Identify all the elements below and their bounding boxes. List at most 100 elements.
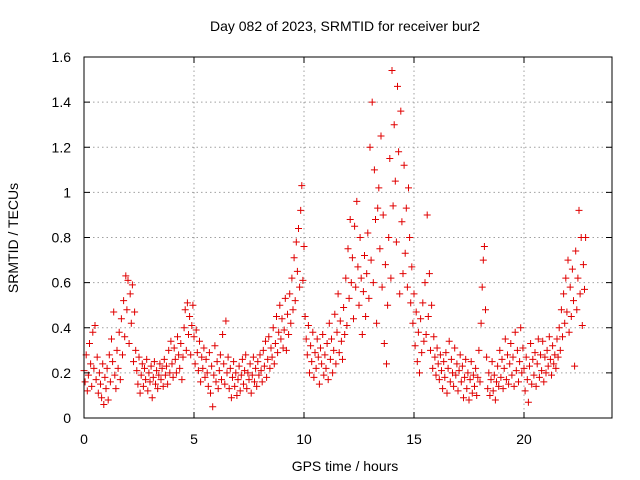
data-point — [304, 321, 312, 329]
data-point — [398, 218, 406, 226]
data-point — [330, 346, 338, 354]
data-point — [446, 378, 454, 386]
x-axis-label: GPS time / hours — [292, 458, 399, 474]
data-point — [174, 333, 181, 341]
data-point — [494, 362, 502, 370]
data-point — [154, 385, 162, 393]
data-point — [407, 299, 415, 307]
data-point — [391, 177, 399, 185]
data-point — [550, 360, 558, 368]
data-point — [443, 389, 451, 397]
data-point — [486, 391, 494, 399]
data-point — [383, 360, 390, 368]
data-point — [564, 256, 572, 264]
data-point — [368, 98, 376, 106]
data-point — [467, 358, 475, 366]
data-point — [433, 344, 441, 352]
data-point — [389, 202, 397, 210]
data-point — [197, 378, 205, 386]
data-point — [139, 382, 147, 390]
data-point — [170, 344, 178, 352]
data-point — [493, 378, 500, 386]
data-point — [522, 353, 530, 361]
data-point — [164, 380, 172, 388]
data-point — [141, 364, 148, 372]
data-point — [487, 376, 495, 384]
data-point — [257, 367, 265, 375]
data-point — [442, 349, 450, 357]
data-point — [277, 335, 285, 343]
data-point — [111, 371, 119, 379]
data-point — [180, 324, 188, 332]
data-point — [468, 389, 476, 397]
data-point — [553, 335, 561, 343]
data-point — [543, 346, 551, 354]
y-tick-label: 0.4 — [52, 320, 72, 336]
data-point — [466, 376, 474, 384]
data-point — [218, 376, 225, 384]
data-point — [515, 378, 522, 386]
data-point — [329, 369, 337, 377]
data-point — [414, 328, 422, 336]
data-point — [102, 385, 110, 393]
data-point — [312, 364, 320, 372]
data-point — [417, 315, 425, 323]
data-point — [483, 353, 491, 361]
data-point — [396, 290, 404, 298]
data-point — [475, 346, 483, 354]
data-point — [285, 331, 293, 339]
data-point — [337, 337, 345, 345]
data-point — [516, 358, 524, 366]
data-point — [114, 364, 122, 372]
data-point — [419, 299, 427, 307]
data-point — [267, 344, 275, 352]
data-point — [409, 319, 417, 327]
data-point — [270, 360, 278, 368]
data-point — [146, 378, 154, 386]
data-point — [264, 355, 272, 363]
data-point — [138, 360, 146, 368]
data-point — [540, 378, 548, 386]
data-point — [472, 364, 480, 372]
data-point — [490, 371, 498, 379]
data-point — [147, 362, 155, 370]
data-point — [88, 382, 96, 390]
data-point — [155, 371, 163, 379]
data-point — [137, 371, 145, 379]
data-point — [511, 328, 519, 336]
data-point — [238, 355, 246, 363]
data-point — [406, 234, 414, 241]
data-point — [168, 360, 176, 368]
data-point — [379, 211, 387, 219]
data-point — [447, 355, 455, 363]
data-point — [182, 346, 190, 354]
data-point — [276, 301, 284, 309]
data-point — [200, 344, 208, 352]
data-point — [517, 324, 525, 332]
data-point — [307, 342, 315, 350]
data-point — [112, 385, 120, 393]
data-point — [408, 263, 416, 271]
data-point — [306, 369, 313, 377]
data-point — [318, 360, 326, 368]
data-point — [452, 371, 460, 379]
data-point — [113, 346, 121, 354]
data-point — [345, 294, 353, 302]
data-point — [198, 353, 206, 361]
data-point — [106, 378, 114, 386]
data-point — [166, 369, 174, 377]
data-point — [156, 360, 164, 368]
data-point — [526, 362, 533, 370]
data-point — [144, 387, 152, 395]
data-point — [191, 360, 199, 368]
data-point — [326, 355, 334, 363]
data-point — [216, 351, 224, 359]
data-point — [390, 121, 398, 129]
data-point — [439, 385, 447, 393]
data-point — [211, 342, 219, 350]
data-point — [194, 367, 202, 375]
data-point — [435, 376, 443, 384]
data-point — [421, 279, 429, 287]
data-point — [245, 376, 253, 384]
axis-ticks — [83, 56, 612, 419]
